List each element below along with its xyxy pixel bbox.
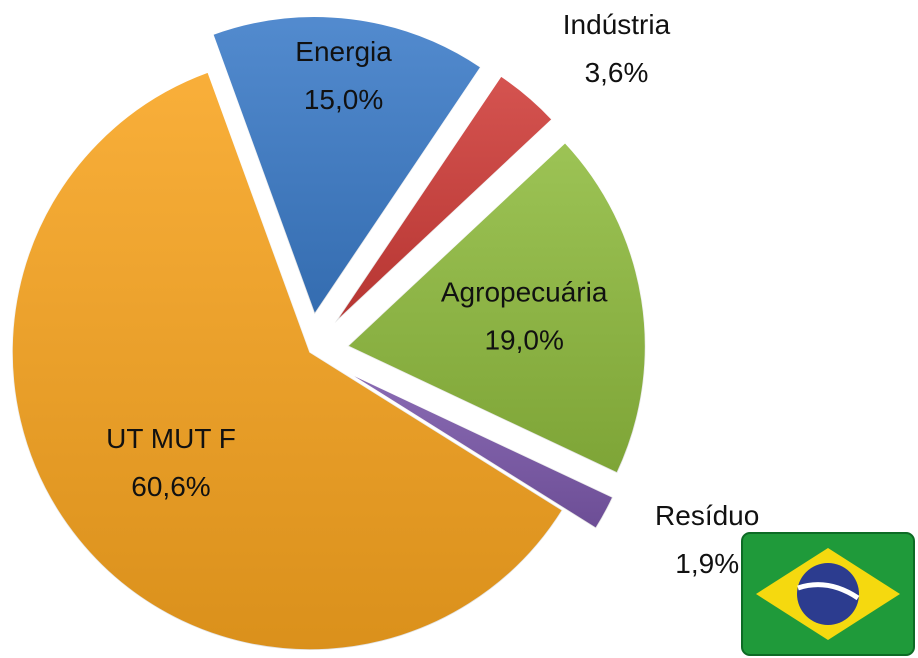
slice-shade — [12, 71, 563, 650]
slice-shade — [343, 370, 613, 529]
slice-label: Resíduo — [655, 500, 759, 531]
pie — [11, 15, 647, 651]
slice-value-label: 60,6% — [131, 471, 210, 502]
slice-shade — [212, 16, 482, 315]
slice-label: Energia — [295, 36, 392, 67]
slice-value-label: 3,6% — [585, 57, 649, 88]
slice-value-label: 1,9% — [675, 548, 739, 579]
slice-shade — [347, 142, 646, 474]
slice-label: UT MUT F — [106, 423, 236, 454]
slice-label: Agropecuária — [441, 277, 608, 308]
slice-value-label: 15,0% — [304, 84, 383, 115]
slice-label: Indústria — [563, 9, 671, 40]
flag — [741, 532, 915, 656]
slice-shade — [334, 75, 553, 324]
slice-value-label: 19,0% — [484, 325, 563, 356]
